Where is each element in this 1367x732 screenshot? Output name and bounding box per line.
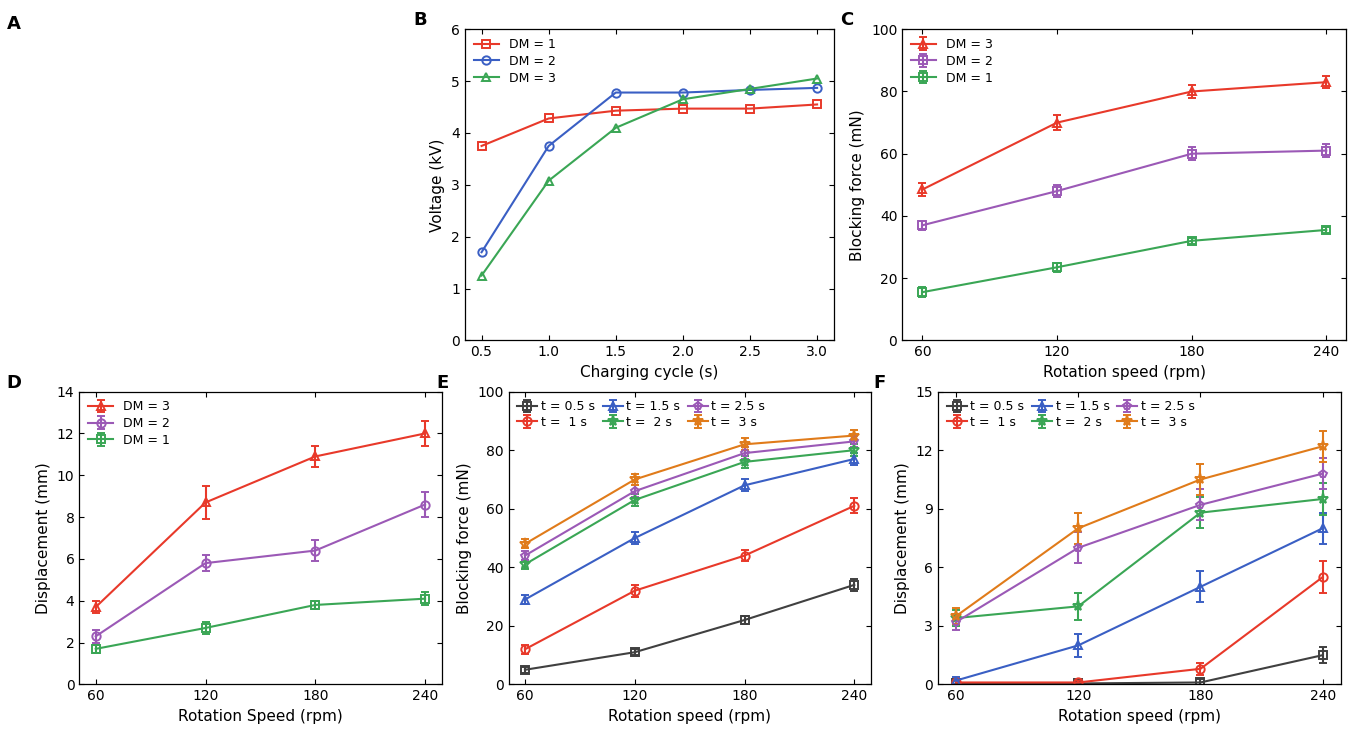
DM = 3	[675, 95, 692, 104]
X-axis label: Rotation speed (rpm): Rotation speed (rpm)	[608, 709, 771, 724]
Line: DM = 2: DM = 2	[477, 83, 822, 256]
Text: F: F	[874, 374, 886, 392]
X-axis label: Charging cycle (s): Charging cycle (s)	[580, 365, 719, 380]
DM = 1	[607, 106, 623, 115]
DM = 1	[540, 114, 556, 123]
DM = 2	[540, 141, 556, 150]
Legend: DM = 3, DM = 2, DM = 1: DM = 3, DM = 2, DM = 1	[86, 398, 172, 449]
DM = 2	[473, 248, 489, 257]
Legend: DM = 3, DM = 2, DM = 1: DM = 3, DM = 2, DM = 1	[909, 36, 995, 87]
Line: DM = 3: DM = 3	[477, 75, 822, 280]
DM = 2	[809, 83, 826, 92]
X-axis label: Rotation speed (rpm): Rotation speed (rpm)	[1043, 365, 1206, 380]
Y-axis label: Displacement (mm): Displacement (mm)	[37, 462, 51, 614]
DM = 3	[742, 84, 759, 93]
DM = 2	[742, 86, 759, 94]
DM = 3	[809, 74, 826, 83]
Y-axis label: Voltage (kV): Voltage (kV)	[431, 138, 446, 231]
Text: D: D	[7, 374, 22, 392]
Y-axis label: Blocking force (mN): Blocking force (mN)	[850, 109, 865, 261]
DM = 2	[675, 88, 692, 97]
DM = 2	[607, 88, 623, 97]
DM = 3	[473, 271, 489, 280]
DM = 1	[742, 104, 759, 113]
Text: C: C	[839, 11, 853, 29]
DM = 1	[473, 141, 489, 150]
Text: E: E	[436, 374, 448, 392]
DM = 3	[607, 124, 623, 132]
Legend: DM = 1, DM = 2, DM = 3: DM = 1, DM = 2, DM = 3	[472, 36, 558, 87]
Legend: t = 0.5 s, t =  1 s, t = 1.5 s, t =  2 s, t = 2.5 s, t =  3 s: t = 0.5 s, t = 1 s, t = 1.5 s, t = 2 s, …	[945, 398, 1197, 431]
DM = 1	[675, 104, 692, 113]
X-axis label: Rotation speed (rpm): Rotation speed (rpm)	[1058, 709, 1221, 724]
Legend: t = 0.5 s, t =  1 s, t = 1.5 s, t =  2 s, t = 2.5 s, t =  3 s: t = 0.5 s, t = 1 s, t = 1.5 s, t = 2 s, …	[515, 398, 768, 431]
Text: A: A	[7, 15, 21, 33]
X-axis label: Rotation Speed (rpm): Rotation Speed (rpm)	[178, 709, 343, 724]
Text: B: B	[413, 11, 427, 29]
Line: DM = 1: DM = 1	[477, 100, 822, 150]
Y-axis label: Blocking force (mN): Blocking force (mN)	[457, 462, 472, 614]
DM = 3	[540, 176, 556, 185]
DM = 1	[809, 100, 826, 109]
Y-axis label: Displacement (mm): Displacement (mm)	[895, 462, 909, 614]
